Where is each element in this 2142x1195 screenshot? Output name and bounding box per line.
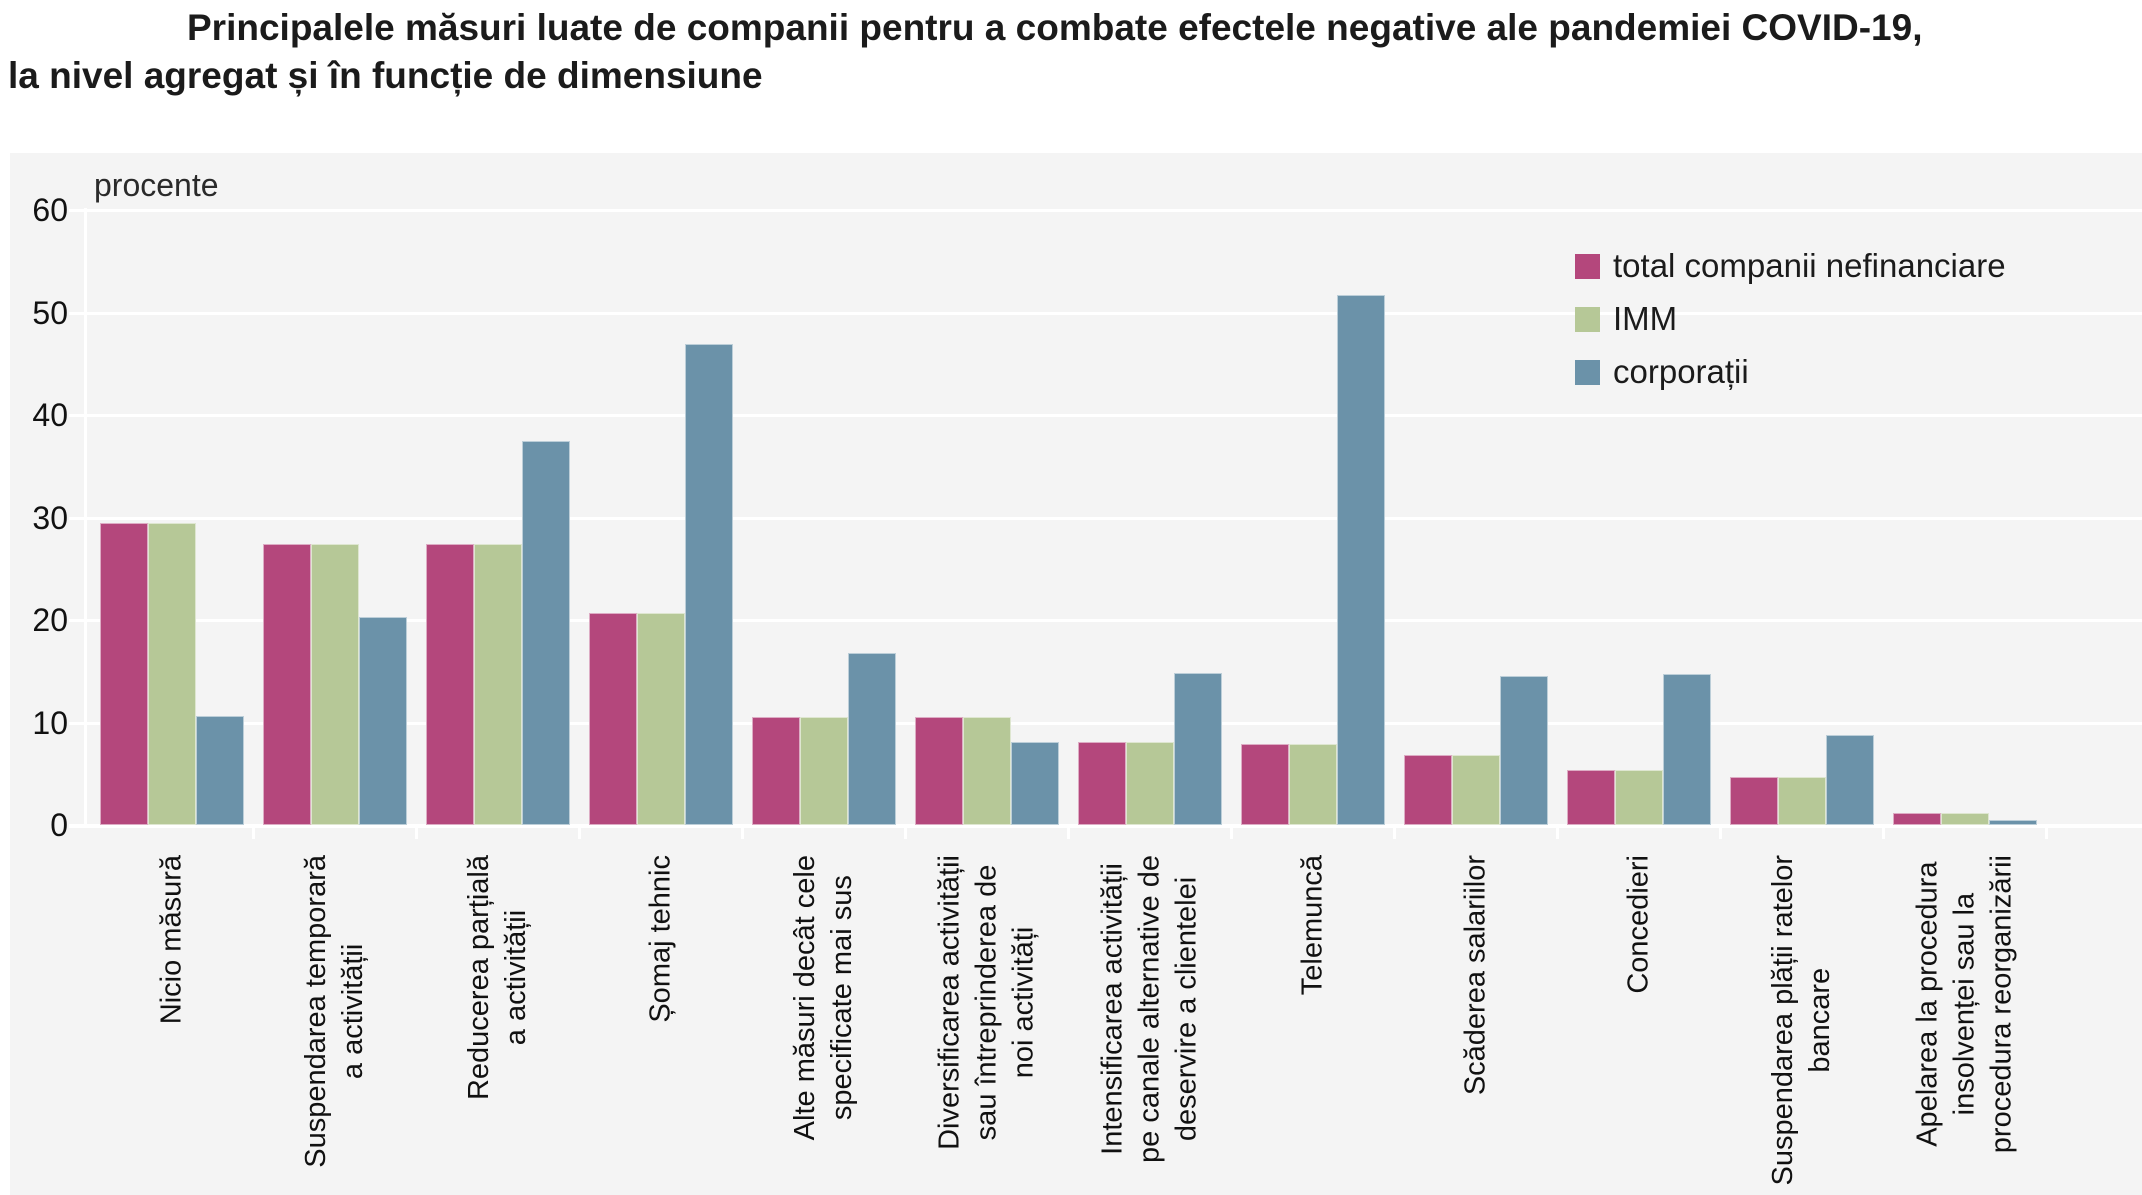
x-tick-5: [904, 825, 907, 839]
bar-series1-cat6: [915, 717, 963, 825]
y-tick-label-20: 20: [32, 602, 68, 638]
bar-series2-cat2: [311, 544, 359, 825]
bar-series3-cat5: [848, 652, 896, 825]
y-tick-30: [69, 516, 85, 520]
bar-series3-cat1: [196, 716, 244, 825]
y-tick-label-60: 60: [32, 192, 68, 228]
x-axis-label-10: Concedieri: [1622, 855, 1655, 994]
y-tick-label-10: 10: [32, 704, 68, 741]
x-axis-label-12: Apelarea la procedura insolvenței sau la…: [1911, 855, 2018, 1154]
bar-series3-cat9: [1500, 676, 1548, 825]
x-axis-label-6: Diversificarea activității sau întreprin…: [933, 855, 1040, 1150]
legend-swatch-icon: [1575, 306, 1600, 332]
x-tick-10: [1719, 825, 1722, 839]
bar-series3-cat2: [359, 616, 407, 825]
bar-series2-cat4: [637, 612, 685, 825]
chart-title: Principalele măsuri luate de companii pe…: [0, 4, 2142, 100]
x-tick-9: [1556, 825, 1559, 839]
x-axis-label-1: Nicio măsură: [155, 855, 188, 1025]
x-axis-label-9: Scăderea salariilor: [1459, 855, 1492, 1096]
bar-series2-cat6: [963, 717, 1011, 825]
bar-series3-cat6: [1011, 741, 1059, 825]
bar-series3-cat12: [1989, 819, 2037, 825]
bar-series2-cat3: [474, 544, 522, 825]
gridline-60: [85, 209, 2142, 212]
legend-swatch-icon: [1575, 359, 1600, 385]
gridline-30: [85, 516, 2142, 520]
x-axis-label-3: Reducerea parțială a activității: [463, 855, 532, 1101]
bar-series2-cat10: [1615, 769, 1663, 825]
bar-series3-cat3: [522, 440, 570, 825]
bar-series2-cat7: [1126, 741, 1174, 825]
x-axis-label-8: Telemuncă: [1296, 855, 1329, 996]
bar-series3-cat10: [1663, 674, 1711, 825]
x-tick-8: [1393, 825, 1396, 839]
x-tick-3: [578, 825, 581, 839]
y-tick-50: [69, 311, 85, 315]
x-axis-label-5: Alte măsuri decât cele specificate mai s…: [789, 855, 858, 1141]
gridline-40: [85, 414, 2142, 417]
bar-series1-cat7: [1078, 741, 1126, 825]
bar-series2-cat5: [800, 717, 848, 825]
x-tick-7: [1230, 825, 1233, 839]
bar-series1-cat1: [100, 522, 148, 825]
x-tick-right-end: [2045, 825, 2048, 839]
x-axis-label-4: Șomaj tehnic: [644, 855, 677, 1023]
bar-series1-cat8: [1241, 744, 1289, 825]
legend-item-1: total companii nefinanciare: [1575, 247, 2006, 284]
y-tick-label-30: 30: [32, 499, 68, 536]
bar-series1-cat10: [1567, 769, 1615, 825]
y-tick-20: [69, 619, 85, 622]
bar-series3-cat8: [1337, 295, 1385, 825]
bar-series1-cat5: [752, 717, 800, 825]
x-axis-label-2: Suspendarea temporară a activității: [300, 855, 369, 1168]
y-tick-40: [69, 414, 85, 417]
legend-label-3: corporații: [1613, 353, 1749, 390]
y-tick-label-0: 0: [50, 807, 68, 843]
chart-title-line1: Principalele măsuri luate de companii pe…: [187, 7, 1923, 48]
x-tick-1: [252, 825, 255, 839]
bar-series3-cat11: [1826, 734, 1874, 825]
bar-series1-cat2: [263, 544, 311, 825]
legend-swatch-icon: [1575, 253, 1600, 279]
bar-series3-cat7: [1174, 673, 1222, 825]
bar-series2-cat1: [148, 522, 196, 825]
bar-series3-cat4: [685, 344, 733, 825]
y-tick-label-40: 40: [32, 397, 68, 433]
chart-title-line2: la nivel agregat și în funcție de dimens…: [8, 55, 763, 96]
y-tick-label-50: 50: [32, 294, 68, 331]
legend: total companii nefinanciare IMM corporații: [1575, 247, 2006, 412]
gridline-20: [85, 619, 2142, 622]
x-axis-line: [69, 824, 2142, 828]
bar-series1-cat9: [1404, 755, 1452, 825]
legend-label-1: total companii nefinanciare: [1613, 247, 2006, 284]
x-tick-6: [1067, 825, 1070, 839]
y-axis-line: [84, 208, 87, 828]
x-axis-label-11: Suspendarea plății ratelor bancare: [1767, 855, 1836, 1186]
gridline-50: [85, 311, 2142, 315]
bar-series1-cat4: [589, 612, 637, 825]
bar-series2-cat12: [1941, 812, 1989, 825]
y-tick-10: [69, 721, 85, 725]
bar-series2-cat8: [1289, 744, 1337, 825]
bar-series1-cat12: [1893, 812, 1941, 825]
bar-series2-cat9: [1452, 755, 1500, 825]
bar-series1-cat3: [426, 544, 474, 825]
gridline-10: [85, 721, 2142, 725]
legend-item-3: corporații: [1575, 353, 2006, 390]
bar-series2-cat11: [1778, 776, 1826, 825]
x-tick-4: [741, 825, 744, 839]
bar-series1-cat11: [1730, 776, 1778, 825]
y-axis-unit-label: procente: [94, 167, 219, 203]
x-axis-label-7: Intensificarea activității pe canale alt…: [1096, 855, 1203, 1163]
x-tick-11: [1882, 825, 1885, 839]
x-tick-2: [415, 825, 418, 839]
y-tick-60: [69, 209, 85, 212]
legend-item-2: IMM: [1575, 300, 2006, 337]
legend-label-2: IMM: [1613, 300, 1678, 337]
chart-panel: procente 0 10 20 30 40 50 60 Nicio măsură Suspen…: [10, 153, 2142, 1195]
